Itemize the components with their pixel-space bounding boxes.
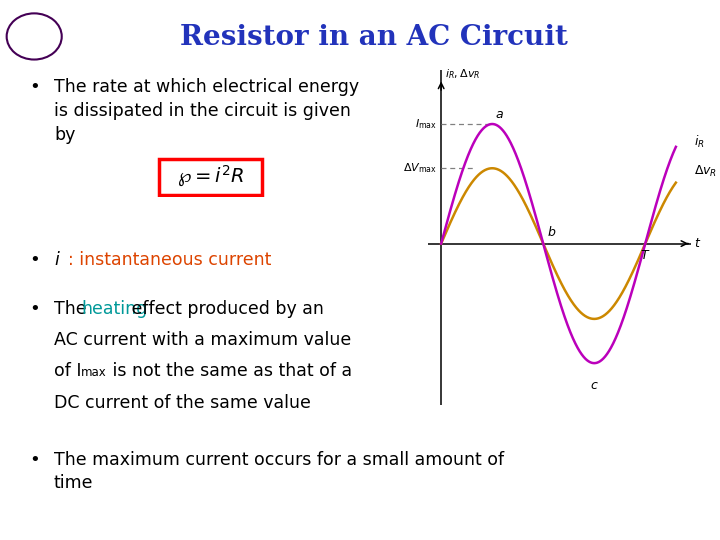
Text: $i_R, \Delta v_R$: $i_R, \Delta v_R$ bbox=[445, 67, 480, 80]
Text: effect produced by an: effect produced by an bbox=[126, 300, 324, 318]
Text: max: max bbox=[81, 366, 107, 379]
Text: i: i bbox=[54, 251, 59, 269]
Text: : instantaneous current: : instantaneous current bbox=[68, 251, 271, 269]
Text: •: • bbox=[29, 251, 40, 269]
Text: $t$: $t$ bbox=[694, 237, 701, 250]
Text: $\Delta V_{\mathrm{max}}$: $\Delta V_{\mathrm{max}}$ bbox=[403, 161, 437, 175]
Text: •: • bbox=[29, 451, 40, 469]
Text: The: The bbox=[54, 300, 92, 318]
Text: is not the same as that of a: is not the same as that of a bbox=[107, 362, 351, 380]
Text: Resistor in an AC Circuit: Resistor in an AC Circuit bbox=[181, 24, 568, 51]
Text: heating: heating bbox=[81, 300, 148, 318]
Text: $a$: $a$ bbox=[495, 108, 503, 121]
Text: •: • bbox=[29, 300, 40, 318]
Text: AC current with a maximum value: AC current with a maximum value bbox=[54, 331, 351, 349]
Text: $i_R$: $i_R$ bbox=[694, 134, 704, 150]
Text: of I: of I bbox=[54, 362, 81, 380]
FancyBboxPatch shape bbox=[159, 159, 262, 195]
Text: $\wp = i^2 R$: $\wp = i^2 R$ bbox=[177, 164, 244, 190]
Text: $\Delta v_R$: $\Delta v_R$ bbox=[694, 164, 717, 179]
Text: $b$: $b$ bbox=[547, 225, 557, 239]
Text: $I_{\mathrm{max}}$: $I_{\mathrm{max}}$ bbox=[415, 117, 437, 131]
Text: $c$: $c$ bbox=[590, 380, 598, 393]
Text: The maximum current occurs for a small amount of
time: The maximum current occurs for a small a… bbox=[54, 451, 504, 492]
Text: •: • bbox=[29, 78, 40, 96]
Text: DC current of the same value: DC current of the same value bbox=[54, 394, 311, 411]
Text: The rate at which electrical energy
is dissipated in the circuit is given
by: The rate at which electrical energy is d… bbox=[54, 78, 359, 144]
Text: $T$: $T$ bbox=[640, 249, 650, 262]
